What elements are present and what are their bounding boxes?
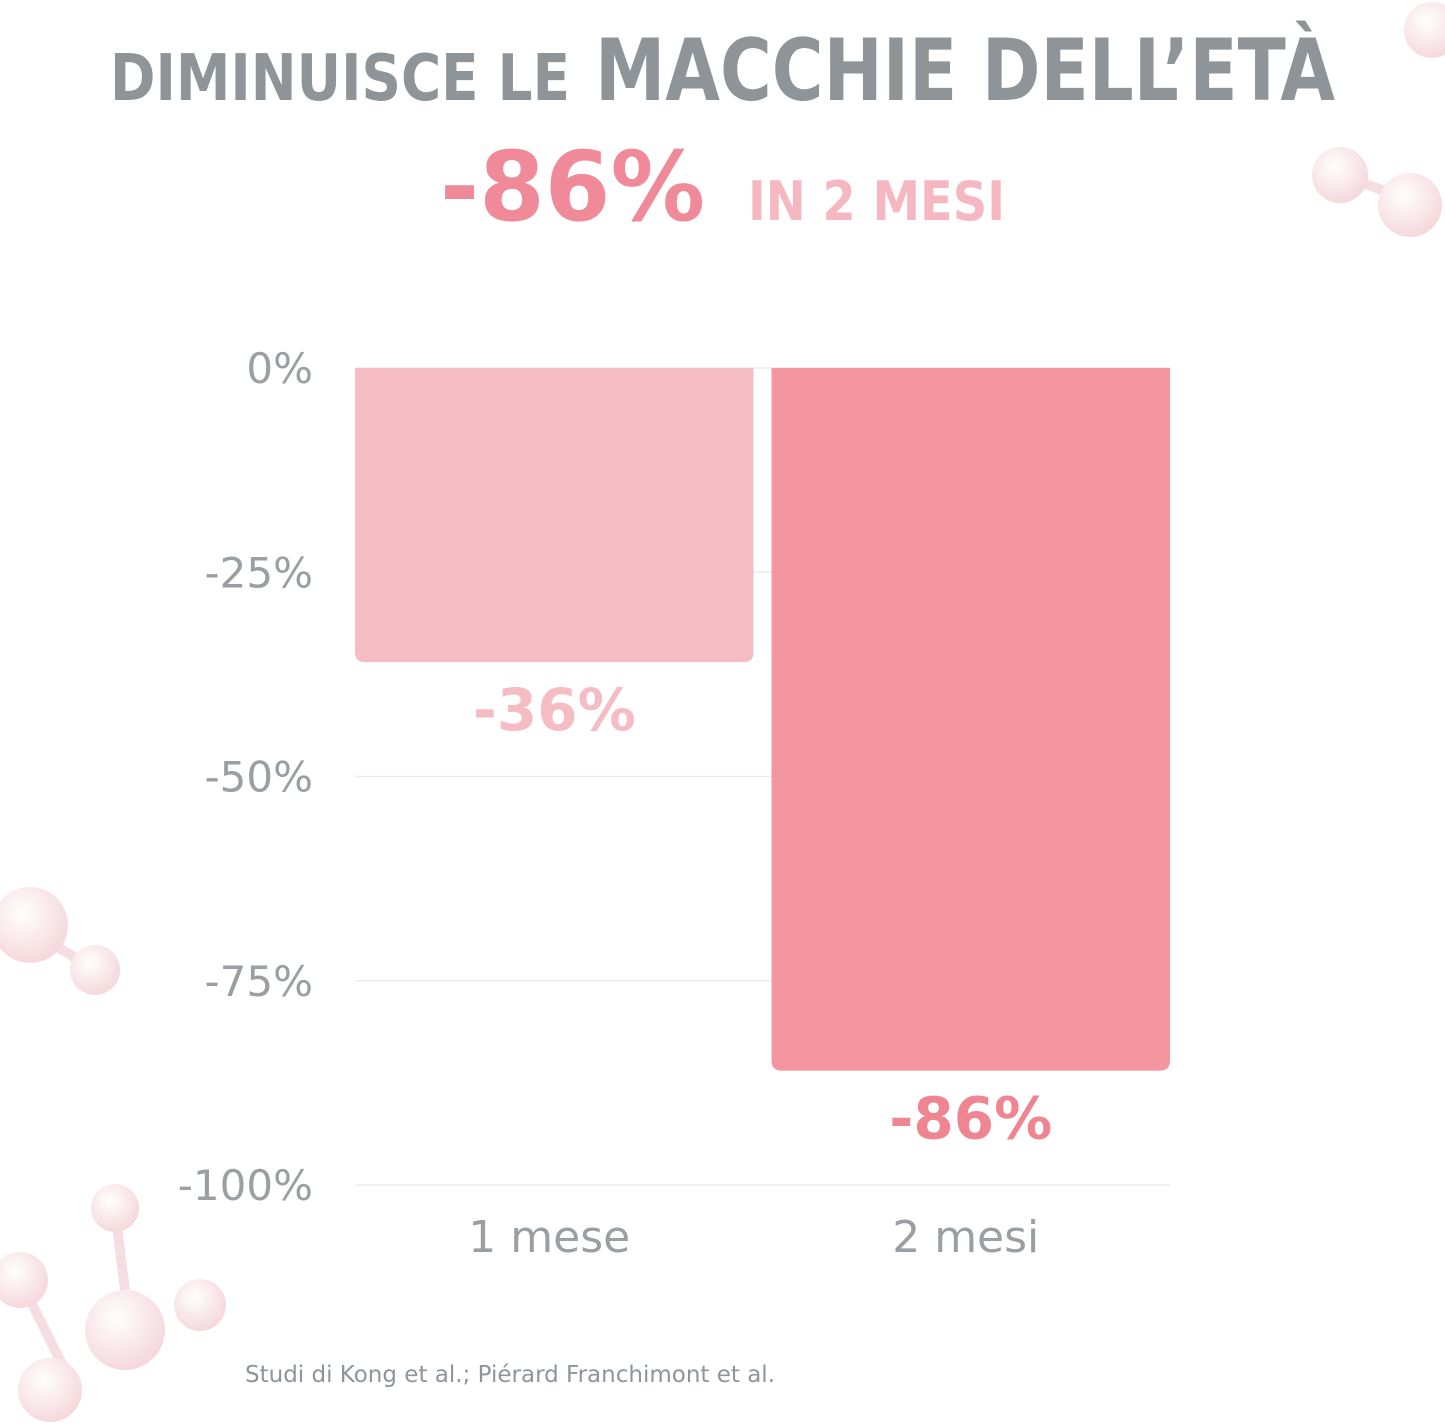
value-label: -86% xyxy=(889,1085,1052,1153)
title-main: MACCHIE DELL’ETÀ xyxy=(595,21,1335,121)
y-tick-label: -50% xyxy=(204,753,313,802)
chart-title: DIMINUISCE LE MACCHIE DELL’ETÀ xyxy=(110,21,1335,121)
bar xyxy=(771,368,1170,1071)
chart-subtitle: -86% IN 2 MESI xyxy=(440,131,1005,243)
y-tick-label: -75% xyxy=(204,957,313,1006)
y-tick-label: 0% xyxy=(246,344,313,393)
bar xyxy=(355,368,754,663)
subtitle-value: -86% xyxy=(440,131,705,243)
y-tick-label: -100% xyxy=(178,1161,313,1210)
value-label: -36% xyxy=(473,676,636,744)
title-lead: DIMINUISCE LE xyxy=(110,42,570,116)
x-tick-label: 2 mesi xyxy=(892,1212,1039,1263)
subtitle-text: IN 2 MESI xyxy=(748,170,1005,233)
x-tick-label: 1 mese xyxy=(468,1212,630,1263)
y-tick-label: -25% xyxy=(204,548,313,597)
source: Studi di Kong et al.; Piérard Franchimon… xyxy=(245,1362,775,1388)
